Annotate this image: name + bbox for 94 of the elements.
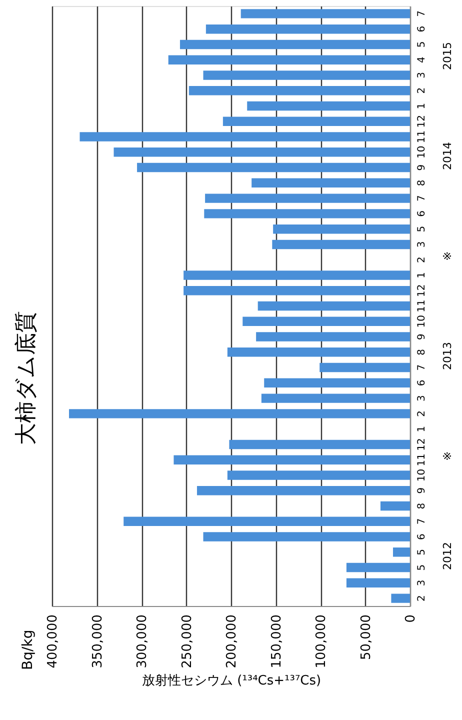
bar xyxy=(264,378,410,388)
x-tick-label: 350,000 xyxy=(90,614,106,668)
y-tick-label: 8 xyxy=(416,180,428,186)
bar xyxy=(346,562,410,572)
x-tick-label: 0 xyxy=(404,614,418,623)
y-tick-label: 8 xyxy=(416,502,428,510)
y-tick-label: 7 xyxy=(416,195,428,202)
bar xyxy=(320,362,410,372)
y-tick-label: 4 xyxy=(416,56,428,64)
y-tick-label: 1 xyxy=(416,102,428,110)
y-tick-label: 9 xyxy=(416,164,428,171)
text: Bq/kg xyxy=(20,630,36,670)
bar xyxy=(196,486,410,496)
bar xyxy=(184,286,410,296)
y-tick-label: 7 xyxy=(416,518,428,525)
y-tick-label: 7 xyxy=(416,364,428,371)
bar xyxy=(346,578,410,588)
text: 2012 xyxy=(441,542,454,570)
bar xyxy=(273,224,410,234)
bar xyxy=(242,316,410,326)
y-tick-label: 5 xyxy=(416,41,428,48)
text: 2015 xyxy=(441,42,454,70)
y-tick-label: 2 xyxy=(416,256,428,264)
bar xyxy=(261,394,410,403)
y-tick-label: 12 xyxy=(416,115,428,128)
y-tick-label: 6 xyxy=(416,380,428,386)
text: 2014 xyxy=(441,142,454,170)
y-tick-label: 1 xyxy=(416,272,428,278)
y-tick-label: 6 xyxy=(416,534,428,540)
x-tick-label: 150,000 xyxy=(269,614,284,668)
y-tick-label: 7 xyxy=(416,10,428,17)
bar xyxy=(203,70,410,80)
y-tick-label: 2 xyxy=(416,595,428,602)
text: ※ xyxy=(441,251,454,261)
bar xyxy=(392,548,410,557)
bar xyxy=(391,594,410,603)
y-tick-label: 11 xyxy=(416,130,428,144)
y-tick-label: 2 xyxy=(416,410,428,417)
y-tick-label: 12 xyxy=(416,284,428,297)
bar xyxy=(184,270,410,280)
bar xyxy=(204,209,410,218)
bar xyxy=(180,40,410,50)
bar xyxy=(227,348,410,357)
bar xyxy=(205,194,410,203)
y-tick-label: 5 xyxy=(416,548,428,556)
bar xyxy=(247,101,410,111)
x-tick-label: 100,000 xyxy=(314,614,329,668)
bar xyxy=(124,516,410,526)
y-tick-label: 8 xyxy=(416,348,428,356)
y-tick-label: 6 xyxy=(416,210,428,217)
bar xyxy=(188,86,410,96)
bar xyxy=(206,24,410,34)
bar xyxy=(227,470,410,480)
bar xyxy=(137,162,410,172)
bar xyxy=(80,132,410,142)
x-tick-label: 250,000 xyxy=(180,614,195,668)
text: 大柿ダム底質 xyxy=(14,311,39,445)
y-tick-label: 9 xyxy=(416,487,428,494)
bar xyxy=(203,532,410,542)
x-tick-label: 200,000 xyxy=(224,614,240,668)
x-tick-label: 300,000 xyxy=(135,614,150,668)
bar xyxy=(258,301,410,311)
y-tick-label: 1 xyxy=(416,426,428,432)
y-tick-label: 3 xyxy=(416,72,428,78)
y-tick-label: 6 xyxy=(416,26,428,32)
y-tick-label: 3 xyxy=(416,580,428,586)
bar xyxy=(256,332,410,342)
y-tick-label: 2 xyxy=(416,87,428,94)
bar xyxy=(240,9,410,18)
y-tick-label: 12 xyxy=(416,438,428,451)
bar xyxy=(272,240,410,250)
x-tick-label: 50,000 xyxy=(358,614,374,660)
y-tick-label: 10 xyxy=(416,146,428,159)
bar xyxy=(69,409,410,418)
y-tick-label: 3 xyxy=(416,395,428,402)
y-tick-label: 10 xyxy=(416,315,428,328)
text: 2013 xyxy=(441,342,454,370)
y-tick-label: 11 xyxy=(416,300,428,312)
y-tick-label: 10 xyxy=(416,468,428,482)
text: ※ xyxy=(441,451,454,461)
y-tick-label: 5 xyxy=(416,226,428,232)
y-tick-label: 5 xyxy=(416,564,428,571)
bar xyxy=(380,501,410,511)
bar xyxy=(174,455,410,464)
y-tick-label: 9 xyxy=(416,334,428,340)
x-axis-title: 放射性セシウム (¹³⁴Cs+¹³⁷Cs) xyxy=(142,673,322,688)
bar xyxy=(168,55,410,64)
bar xyxy=(229,440,410,450)
bar xyxy=(222,116,410,126)
y-tick-label: 3 xyxy=(416,241,428,248)
y-tick-label: 11 xyxy=(416,453,428,466)
bar xyxy=(252,178,410,188)
bar xyxy=(114,148,410,157)
x-tick-label: 400,000 xyxy=(46,614,60,668)
